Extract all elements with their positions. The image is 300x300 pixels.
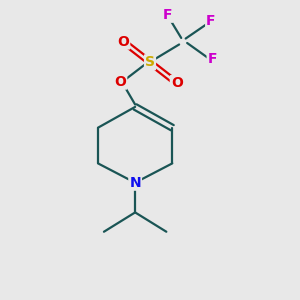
Text: O: O	[117, 34, 129, 49]
Text: O: O	[171, 76, 183, 90]
Text: F: F	[163, 8, 172, 22]
Text: F: F	[206, 14, 216, 28]
Text: F: F	[208, 52, 217, 66]
Text: O: O	[114, 75, 126, 88]
Text: S: S	[145, 55, 155, 69]
Text: N: N	[129, 176, 141, 190]
